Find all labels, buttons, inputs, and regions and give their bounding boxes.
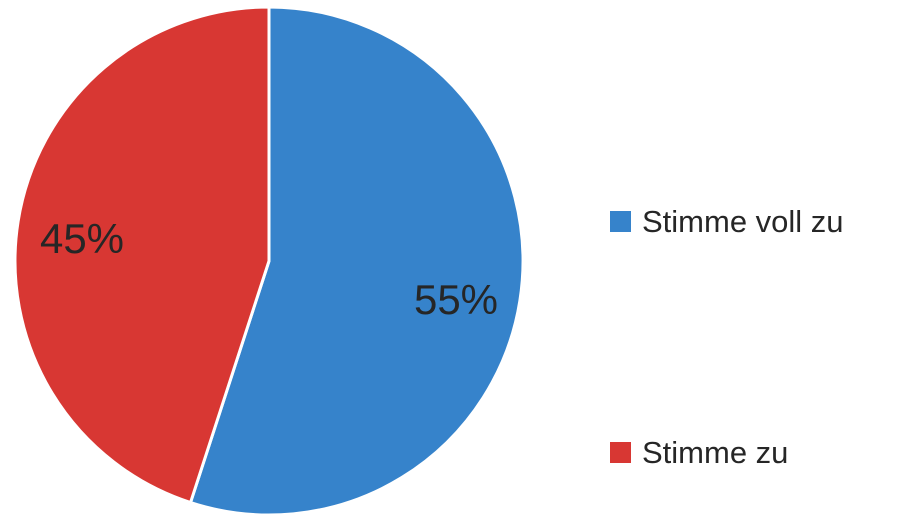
pie-data-labels: 55% 45%: [40, 215, 498, 323]
pie-slice-stimme-voll-zu: [189, 5, 525, 515]
legend-item-stimme-zu: Stimme zu: [610, 435, 788, 470]
pie-slice-stimme-zu: [13, 5, 271, 505]
data-label-stimme-zu: 45%: [40, 215, 124, 262]
data-label-stimme-voll-zu: 55%: [414, 276, 498, 323]
legend-label-stimme-voll-zu: Stimme voll zu: [642, 204, 844, 239]
legend-label-stimme-zu: Stimme zu: [642, 435, 788, 470]
pie-slices: [13, 5, 525, 515]
legend-item-stimme-voll-zu: Stimme voll zu: [610, 204, 844, 239]
legend-swatch-stimme-voll-zu: [610, 211, 631, 232]
legend-swatch-stimme-zu: [610, 442, 631, 463]
legend: Stimme voll zu Stimme zu: [610, 204, 844, 470]
